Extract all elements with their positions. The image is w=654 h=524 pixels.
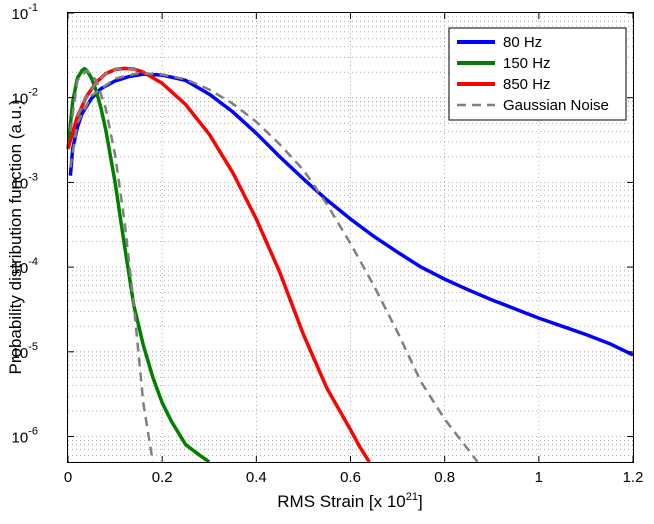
series-line-1 (66, 66, 211, 464)
y-axis-label: Probability distribution function (a.u.) (6, 100, 25, 375)
y-tick-label: 10-1 (12, 2, 38, 23)
legend-label: 150 Hz (503, 55, 551, 72)
series-line-3 (69, 71, 479, 463)
y-tick-label: 10-5 (12, 341, 38, 362)
y-tick-label: 10-2 (12, 87, 38, 108)
x-tick-label: 1 (535, 469, 543, 486)
y-tick-label: 10-6 (12, 426, 38, 447)
x-axis-label-end: ] (418, 492, 423, 511)
plot-frame (67, 12, 634, 463)
legend-label: 850 Hz (503, 76, 551, 93)
series-line-2 (66, 66, 371, 463)
series-group (66, 66, 634, 464)
x-tick-label: 1.2 (623, 469, 644, 486)
x-tick-label: 0.4 (246, 469, 267, 486)
y-tick-label: 10-4 (12, 256, 38, 277)
legend-label: 80 Hz (503, 34, 542, 51)
series-line-5 (76, 67, 144, 118)
x-axis-label: RMS Strain [x 1021] (277, 491, 422, 511)
x-tick-label: 0.6 (340, 469, 361, 486)
x-axis-label-base: RMS Strain [x 10 (277, 492, 406, 511)
x-axis-label-sup: 21 (406, 491, 418, 503)
ticks: 0 0.2 0.4 0.6 0.8 1 1.2 10-1 10-2 10-3 10-4 10-5 10-… (12, 2, 644, 486)
y-tick-label: 10-3 (12, 171, 38, 192)
legend-label: Gaussian Noise (503, 97, 609, 114)
x-tick-label: 0 (64, 469, 72, 486)
legend: 80 Hz 150 Hz 850 Hz Gaussian Noise (448, 27, 627, 121)
x-tick-label: 0.2 (152, 469, 173, 486)
series-line-0 (68, 72, 634, 357)
x-tick-label: 0.8 (434, 469, 455, 486)
